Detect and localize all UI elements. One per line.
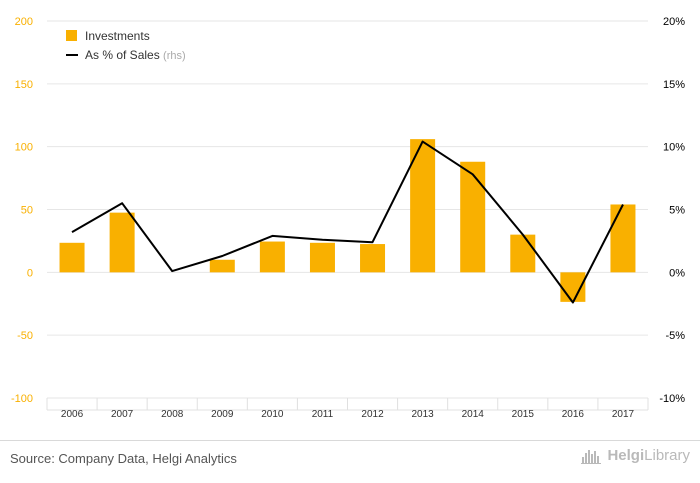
y-right-tick-label: 10%	[663, 142, 685, 154]
y-left-tick-label: 150	[15, 79, 33, 91]
x-tick-label: 2014	[462, 409, 485, 420]
x-tick-label: 2017	[612, 409, 635, 420]
x-tick-label: 2010	[261, 409, 284, 420]
x-tick-label: 2013	[412, 409, 435, 420]
bar-investments	[59, 242, 85, 273]
x-tick-label: 2007	[111, 409, 134, 420]
logo-icon	[581, 449, 602, 464]
y-left-tick-label: 0	[27, 267, 33, 279]
footer-divider	[0, 440, 700, 441]
y-right-tick-label: -5%	[665, 330, 685, 342]
legend-label-text: As % of Sales	[85, 48, 163, 62]
helgi-library-logo: Helgi Library	[581, 447, 690, 464]
bar-investments	[360, 244, 386, 273]
bar-investments	[410, 139, 436, 273]
y-left-tick-label: -100	[11, 393, 33, 405]
chart: -100 -50 0 50 100 150 200 -10% -5% 0% 5% 10% 15% 20% 2…	[11, 16, 685, 420]
x-tick-label: 2008	[161, 409, 184, 420]
bar-investments	[109, 212, 135, 273]
legend-label-investments: Investments	[85, 29, 150, 43]
legend-label-suffix: (rhs)	[163, 50, 186, 62]
bar-investments	[610, 204, 636, 273]
x-tick-label: 2011	[312, 409, 334, 420]
x-tick-label: 2015	[512, 409, 535, 420]
x-tick-label: 2012	[361, 409, 384, 420]
y-right-tick-label: 15%	[663, 79, 685, 91]
x-tick-label: 2006	[61, 409, 84, 420]
y-right-tick-label: 5%	[669, 205, 685, 217]
logo-text-light: Library	[644, 447, 690, 464]
y-left-tick-label: 100	[15, 142, 33, 154]
y-right-tick-label: -10%	[659, 393, 685, 405]
y-right-tick-label: 0%	[669, 267, 685, 279]
legend-swatch-investments	[66, 30, 77, 41]
bar-investments	[510, 234, 536, 273]
x-tick-label: 2016	[562, 409, 585, 420]
source-note: Source: Company Data, Helgi Analytics	[10, 451, 237, 466]
y-left-tick-label: 50	[21, 205, 33, 217]
y-right-tick-label: 20%	[663, 16, 685, 28]
logo-text-bold: Helgi	[607, 447, 645, 464]
legend-label-pct-sales: As % of Sales (rhs)	[85, 48, 186, 62]
y-left-tick-label: -50	[17, 330, 33, 342]
bar-investments	[309, 242, 335, 273]
x-tick-label: 2009	[211, 409, 234, 420]
bar-investments	[460, 161, 486, 273]
bar-investments	[259, 241, 285, 273]
bar-investments	[209, 259, 235, 273]
line-pct-of-sales	[71, 140, 624, 304]
y-left-tick-label: 200	[15, 16, 33, 28]
